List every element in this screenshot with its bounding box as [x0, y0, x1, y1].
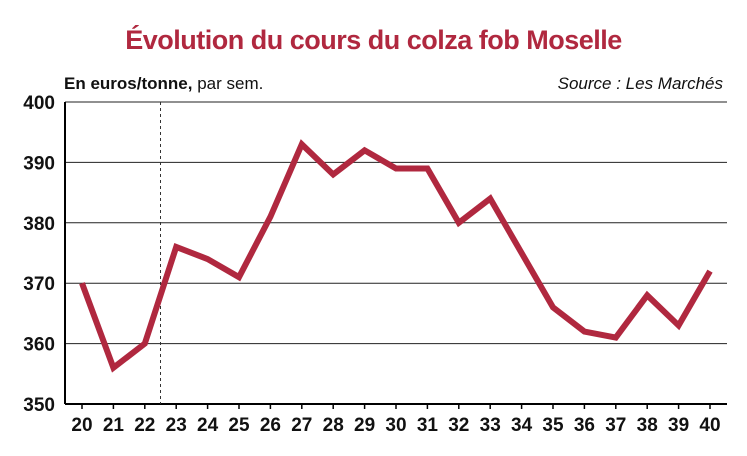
source-label: Source : Les Marchés	[557, 74, 723, 93]
x-tick-label: 25	[228, 415, 250, 436]
y-tick-label: 400	[23, 93, 55, 114]
unit-label-bold: En euros/tonne,	[64, 74, 193, 93]
y-tick-label: 380	[23, 214, 55, 235]
x-tick-label: 35	[542, 415, 564, 436]
x-tick-label: 38	[637, 415, 658, 436]
x-tick-label: 23	[166, 415, 187, 436]
series-line	[79, 139, 713, 373]
y-tick-label: 370	[23, 274, 55, 295]
y-tick-label: 360	[23, 335, 55, 356]
x-tick-label: 33	[480, 415, 501, 436]
x-tick-label: 36	[574, 415, 595, 436]
x-tick-label: 32	[448, 415, 469, 436]
y-tick-label: 390	[23, 153, 55, 174]
y-tick-label: 350	[23, 395, 55, 416]
x-tick-label: 29	[354, 415, 375, 436]
x-tick-label: 37	[605, 415, 626, 436]
x-tick-label: 22	[134, 415, 155, 436]
x-tick-label: 34	[511, 415, 533, 436]
x-tick-label: 21	[103, 415, 125, 436]
unit-label-rest: par sem.	[192, 74, 264, 93]
x-tick-label: 27	[291, 415, 312, 436]
x-tick-label: 20	[71, 415, 92, 436]
chart-title: Évolution du cours du colza fob Moselle	[125, 25, 622, 55]
x-tick-label: 24	[197, 415, 219, 436]
x-tick-label: 28	[323, 415, 344, 436]
x-tick-label: 40	[699, 415, 720, 436]
x-tick-label: 31	[417, 415, 439, 436]
x-tick-label: 39	[668, 415, 689, 436]
unit-label: En euros/tonne, par sem.	[64, 74, 263, 94]
x-tick-label: 26	[260, 415, 281, 436]
x-tick-label: 30	[385, 415, 406, 436]
